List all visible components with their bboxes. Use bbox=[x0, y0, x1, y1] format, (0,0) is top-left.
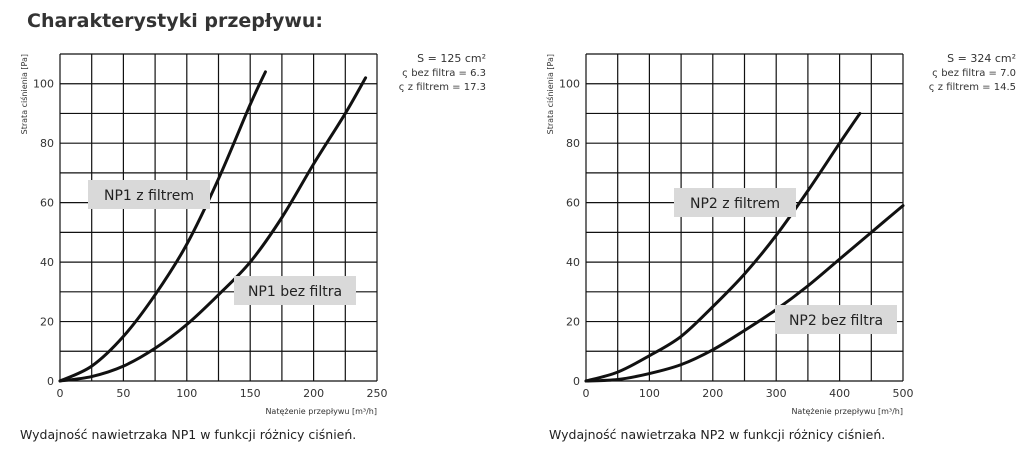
y-tick-label: 60 bbox=[40, 197, 54, 210]
x-tick-label: 0 bbox=[583, 387, 590, 400]
series-label: NP2 bez filtra bbox=[789, 313, 883, 329]
series-label-box bbox=[88, 180, 210, 209]
series-label-box bbox=[775, 305, 897, 334]
x-axis-label: Natężenie przepływu [m³/h] bbox=[265, 407, 377, 416]
x-tick-label: 100 bbox=[639, 387, 660, 400]
x-tick-label: 0 bbox=[57, 387, 64, 400]
series-label: NP1 bez filtra bbox=[248, 284, 342, 300]
y-tick-label: 100 bbox=[33, 78, 54, 91]
x-tick-label: 100 bbox=[176, 387, 197, 400]
info-text: ς z filtrem = 17.3 bbox=[399, 82, 486, 93]
info-text: S = 125 cm² bbox=[417, 52, 486, 65]
info-text: ς bez filtra = 7.0 bbox=[932, 68, 1016, 79]
x-tick-label: 150 bbox=[240, 387, 261, 400]
info-text: ς z filtrem = 14.5 bbox=[929, 82, 1016, 93]
y-tick-label: 0 bbox=[573, 375, 580, 388]
y-tick-label: 0 bbox=[47, 375, 54, 388]
series-label: NP2 z filtrem bbox=[690, 196, 780, 212]
info-text: ς bez filtra = 6.3 bbox=[402, 68, 486, 79]
y-tick-label: 80 bbox=[566, 137, 580, 150]
series-label: NP1 z filtrem bbox=[104, 188, 194, 204]
y-tick-label: 20 bbox=[40, 316, 54, 329]
chart2-caption: Wydajność nawietrzaka NP2 w funkcji różn… bbox=[549, 427, 886, 442]
x-tick-label: 50 bbox=[116, 387, 130, 400]
y-axis-label: Strata ciśnienia [Pa] bbox=[545, 54, 555, 134]
x-axis-label: Natężenie przepływu [m³/h] bbox=[791, 407, 903, 416]
info-text: S = 324 cm² bbox=[947, 52, 1016, 65]
y-tick-label: 100 bbox=[559, 78, 580, 91]
page-title: Charakterystyki przepływu: bbox=[27, 10, 324, 32]
series-label-box bbox=[234, 276, 356, 305]
x-tick-label: 200 bbox=[303, 387, 324, 400]
x-tick-label: 500 bbox=[893, 387, 914, 400]
x-tick-label: 250 bbox=[367, 387, 388, 400]
y-tick-label: 80 bbox=[40, 137, 54, 150]
y-tick-label: 40 bbox=[40, 256, 54, 269]
series-line bbox=[584, 204, 905, 383]
series-line bbox=[58, 76, 368, 383]
x-tick-label: 200 bbox=[702, 387, 723, 400]
x-tick-label: 400 bbox=[829, 387, 850, 400]
y-axis-label: Strata ciśnienia [Pa] bbox=[19, 54, 29, 134]
y-tick-label: 40 bbox=[566, 256, 580, 269]
series-label-box bbox=[674, 188, 796, 217]
chart1-caption: Wydajność nawietrzaka NP1 w funkcji różn… bbox=[20, 427, 357, 442]
series-line bbox=[58, 70, 267, 383]
series-line bbox=[584, 111, 862, 383]
y-tick-label: 20 bbox=[566, 316, 580, 329]
x-tick-label: 300 bbox=[766, 387, 787, 400]
y-tick-label: 60 bbox=[566, 197, 580, 210]
